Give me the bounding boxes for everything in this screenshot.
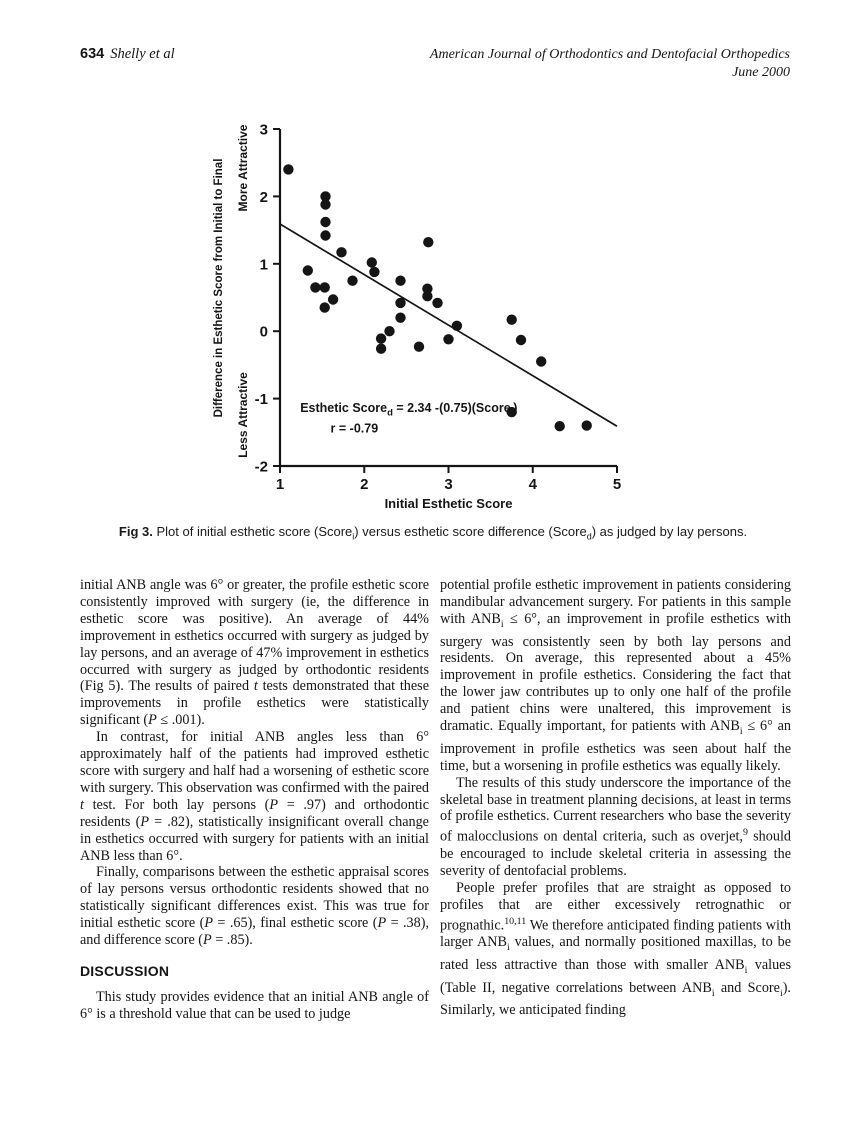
- data-point: [310, 282, 321, 293]
- x-tick-label: 4: [529, 476, 538, 493]
- journal-title: American Journal of Orthodontics and Den…: [429, 47, 790, 62]
- paragraph: initial ANB angle was 6° or greater, the…: [80, 577, 429, 729]
- figure-label: Fig 3.: [118, 524, 153, 539]
- data-point: [443, 334, 454, 345]
- x-tick-label: 3: [444, 476, 452, 493]
- data-point: [536, 356, 547, 367]
- running-header-right: American Journal of Orthodontics and Den…: [430, 46, 790, 82]
- paragraph: potential profile esthetic improvement i…: [440, 577, 791, 774]
- data-point: [319, 282, 330, 293]
- running-authors: Shelly et al: [110, 46, 175, 62]
- paragraph: The results of this study underscore the…: [440, 774, 791, 879]
- x-tick-label: 2: [360, 476, 368, 493]
- y-axis-label-bottom: Less Attractive: [236, 372, 250, 458]
- data-point: [320, 199, 331, 210]
- data-point: [302, 265, 313, 276]
- left-column: initial ANB angle was 6° or greater, the…: [80, 577, 429, 1023]
- data-point: [375, 343, 387, 354]
- data-point: [327, 294, 339, 305]
- y-tick-label: 2: [260, 189, 268, 206]
- running-header-left: 634 Shelly et al: [80, 46, 175, 63]
- data-point: [320, 191, 331, 202]
- data-point: [515, 334, 527, 346]
- y-tick-label: -2: [255, 459, 268, 476]
- data-point: [451, 320, 463, 331]
- figure-caption: Fig 3. Plot of initial esthetic score (S…: [40, 524, 826, 542]
- data-point: [347, 275, 358, 286]
- data-point: [283, 164, 294, 175]
- data-point: [422, 283, 433, 294]
- data-point: [395, 297, 406, 309]
- equation-annotation: Esthetic Scored = 2.34 -(0.75)(Scorei): [300, 401, 517, 419]
- figure-3: 1 2 3 4 5 -2 -1 0 1 2 3 Difference in Esthetic Scor…: [190, 105, 660, 520]
- paragraph: In contrast, for initial ANB angles less…: [80, 729, 429, 864]
- y-axis-label: Difference in Esthetic Score from Initia…: [213, 159, 225, 418]
- data-point: [366, 257, 377, 268]
- page-number: 634: [80, 46, 105, 62]
- figure-caption-text: Plot of initial esthetic score (Scorei) …: [152, 524, 748, 542]
- y-tick-label: 3: [260, 122, 268, 139]
- y-tick-label: 1: [260, 256, 268, 273]
- data-point: [320, 216, 331, 228]
- y-tick-label: 0: [260, 324, 268, 341]
- data-point: [395, 312, 406, 323]
- correlation-annotation: r = -0.79: [331, 421, 379, 435]
- data-point: [384, 326, 395, 337]
- data-point: [336, 247, 347, 258]
- data-point: [395, 275, 406, 286]
- scatter-plot: 1 2 3 4 5 -2 -1 0 1 2 3 Difference in Esthetic Scor…: [213, 122, 621, 512]
- regression-line: [279, 223, 618, 427]
- x-axis-label: Initial Esthetic Score: [385, 496, 513, 511]
- section-heading: DISCUSSION: [80, 962, 170, 979]
- data-point: [554, 421, 565, 432]
- data-point: [422, 291, 433, 302]
- data-point: [375, 333, 387, 344]
- paragraph: People prefer profiles that are straight…: [440, 879, 792, 1019]
- right-column: potential profile esthetic improvement i…: [440, 577, 791, 1019]
- data-point: [319, 302, 330, 313]
- y-tick-label: -1: [255, 391, 268, 408]
- data-point: [581, 420, 592, 431]
- data-point: [320, 230, 331, 241]
- paragraph: This study provides evidence that an ini…: [80, 988, 429, 1022]
- data-point: [506, 406, 517, 418]
- data-point: [413, 341, 425, 352]
- data-point: [423, 237, 434, 248]
- y-axis-label-top: More Attractive: [236, 124, 250, 211]
- data-point: [432, 297, 443, 309]
- journal-issue: June 2000: [732, 65, 790, 80]
- data-point: [506, 314, 517, 325]
- data-point: [369, 266, 380, 278]
- paragraph: Finally, comparisons between the estheti…: [80, 864, 430, 949]
- x-tick-label: 1: [276, 476, 284, 493]
- x-tick-label: 5: [613, 476, 621, 493]
